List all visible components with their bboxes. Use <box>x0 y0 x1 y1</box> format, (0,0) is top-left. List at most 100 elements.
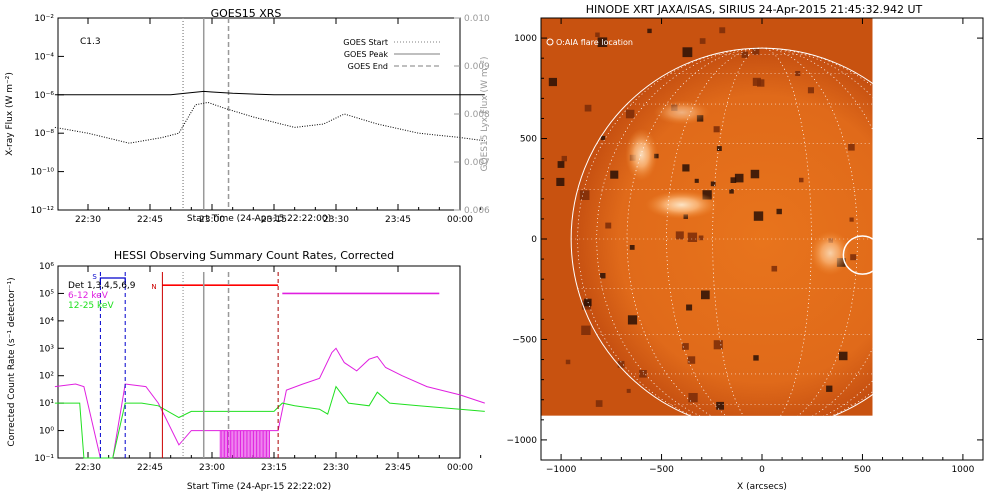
xrt-speckle <box>600 135 606 141</box>
p1-x-tick-label: 22:45 <box>137 215 163 225</box>
goes-y2-axis: 0.006 0.007 0.008 0.009 0.010 <box>454 14 490 216</box>
p2-x-tick-label: 23:30 <box>323 463 349 473</box>
xrt-speckle <box>579 190 590 200</box>
xrt-speckle <box>702 190 712 200</box>
p1-y-tick-label: 10⁻⁸ <box>34 129 54 139</box>
xrt-speckle <box>595 32 600 37</box>
p1-legend-label: GOES Start <box>343 38 388 47</box>
xrt-speckle <box>716 401 724 410</box>
xrt-y-tick-label: 500 <box>520 135 537 145</box>
p2-y-tick-label: 10³ <box>39 344 54 354</box>
p1-legend-label: GOES End <box>348 62 388 71</box>
xrt-bright-region <box>645 190 718 219</box>
p2-x-tick-label: 23:15 <box>261 463 287 473</box>
hessi-x-axis: 22:30 22:45 23:00 23:15 23:30 23:45 00:00 <box>75 266 482 473</box>
p1-y2-tick-label: 0.007 <box>464 158 490 168</box>
xrt-speckle <box>647 28 652 34</box>
xrt-speckle <box>629 245 635 250</box>
xrt-speckle <box>557 161 565 168</box>
hessi-xlabel: Start Time (24-Apr-15 22:22:02) <box>187 482 331 492</box>
p2-y-tick-label: 10⁵ <box>39 289 54 299</box>
p1-series-line-0 <box>54 90 485 96</box>
xrt-speckle <box>750 169 760 179</box>
xrt-solar-image <box>541 18 873 416</box>
xrt-speckle <box>682 164 690 172</box>
xrt-speckle <box>716 146 722 151</box>
goes-ylabel: X-ray Flux (W m⁻²) <box>5 72 15 156</box>
xrt-speckle <box>752 77 761 86</box>
p1-x-tick-label: 23:15 <box>261 215 287 225</box>
p2-flag-s: S <box>92 273 97 281</box>
xrt-speckle <box>565 359 571 365</box>
xrt-speckle <box>698 235 704 241</box>
p2-x-tick-label: 22:45 <box>137 463 163 473</box>
p1-x-tick-label: 23:45 <box>385 215 411 225</box>
p2-x-tick-label: 23:45 <box>385 463 411 473</box>
xrt-grid-longitude <box>666 47 858 431</box>
p2-legend-label: Det 1,3,4,5,6,9 <box>68 281 136 291</box>
xrt-speckle <box>752 47 760 55</box>
goes-flare-class: C1.3 <box>80 37 101 47</box>
goes-x-axis: 22:30 22:45 23:00 23:15 23:30 23:45 00:00 <box>75 18 482 225</box>
p1-y-tick-label: 10⁻⁴ <box>34 52 54 62</box>
p2-x-tick-label: 23:00 <box>199 463 225 473</box>
xrt-speckle <box>807 87 814 94</box>
goes-legend: GOES Start GOES Peak GOES End <box>343 38 440 71</box>
p2-y-tick-label: 10⁰ <box>39 427 54 437</box>
xrt-speckle <box>713 340 723 350</box>
p2-series-line-1 <box>54 385 485 459</box>
p1-x-tick-label: 22:30 <box>75 215 101 225</box>
p1-y2-tick-label: 0.009 <box>464 62 490 72</box>
xrt-xlabel: X (arcsecs) <box>737 482 787 492</box>
xrt-y-tick-label: −500 <box>512 335 537 345</box>
xrt-x-tick-label: 500 <box>854 465 871 475</box>
xrt-speckle <box>687 356 696 364</box>
xrt-speckle <box>701 290 710 300</box>
xrt-speckle <box>688 393 698 403</box>
hessi-panel: HESSI Observing Summary Count Rates, Cor… <box>7 249 485 492</box>
goes-y2label: GOES15 Lyx Flux (W m⁻²) <box>480 57 490 172</box>
xrt-speckle <box>686 304 693 311</box>
xrt-speckle <box>734 173 744 183</box>
xrt-speckle <box>710 181 716 187</box>
p1-y2-tick-label: 0.010 <box>464 14 490 24</box>
p1-y-tick-label: 10⁻¹² <box>31 206 55 216</box>
xrt-speckle <box>713 126 720 133</box>
xrt-speckle <box>850 254 857 261</box>
xrt-speckle <box>799 177 804 183</box>
p2-x-tick-label: 22:30 <box>75 463 101 473</box>
p2-flag-n: N <box>151 283 156 291</box>
xrt-title: HINODE XRT JAXA/ISAS, SIRIUS 24-Apr-2015… <box>586 3 923 16</box>
xrt-speckle <box>556 177 565 186</box>
p2-y-tick-label: 10⁴ <box>39 317 54 327</box>
xrt-speckle <box>548 77 557 87</box>
hessi-y-axis: 10⁻¹ 10⁰ 10¹ 10² 10³ 10⁴ 10⁵ 10⁶ <box>34 262 64 464</box>
xrt-speckle <box>605 222 612 229</box>
p1-y2-tick-label: 0.008 <box>464 110 490 120</box>
xrt-speckle <box>694 178 699 183</box>
p1-legend-label: GOES Peak <box>344 50 389 59</box>
xrt-bright-region <box>625 128 658 181</box>
xrt-x-tick-label: −500 <box>649 465 674 475</box>
xrt-x-tick-label: 1000 <box>951 465 974 475</box>
p1-x-tick-label: 23:30 <box>323 215 349 225</box>
p2-series-line-0 <box>54 347 485 459</box>
xrt-speckle <box>699 38 706 44</box>
xrt-speckle <box>839 351 848 361</box>
xrt-speckle <box>626 388 631 393</box>
p2-y-tick-label: 10¹ <box>39 399 54 409</box>
p2-y-tick-label: 10² <box>39 372 54 382</box>
xrt-speckle <box>627 315 638 325</box>
p1-y-tick-label: 10⁻² <box>34 14 54 24</box>
xrt-speckle <box>682 47 693 58</box>
hessi-series: SN <box>54 272 485 459</box>
xrt-speckle <box>610 170 619 179</box>
xrt-bright-region <box>810 230 851 276</box>
xrt-speckle <box>753 355 759 361</box>
hessi-title: HESSI Observing Summary Count Rates, Cor… <box>114 249 394 262</box>
p2-x-tick-label: 00:00 <box>447 463 473 473</box>
p2-y-tick-label: 10⁻¹ <box>34 454 54 464</box>
xrt-speckle <box>581 325 591 335</box>
p2-saa-bracket <box>99 277 126 285</box>
